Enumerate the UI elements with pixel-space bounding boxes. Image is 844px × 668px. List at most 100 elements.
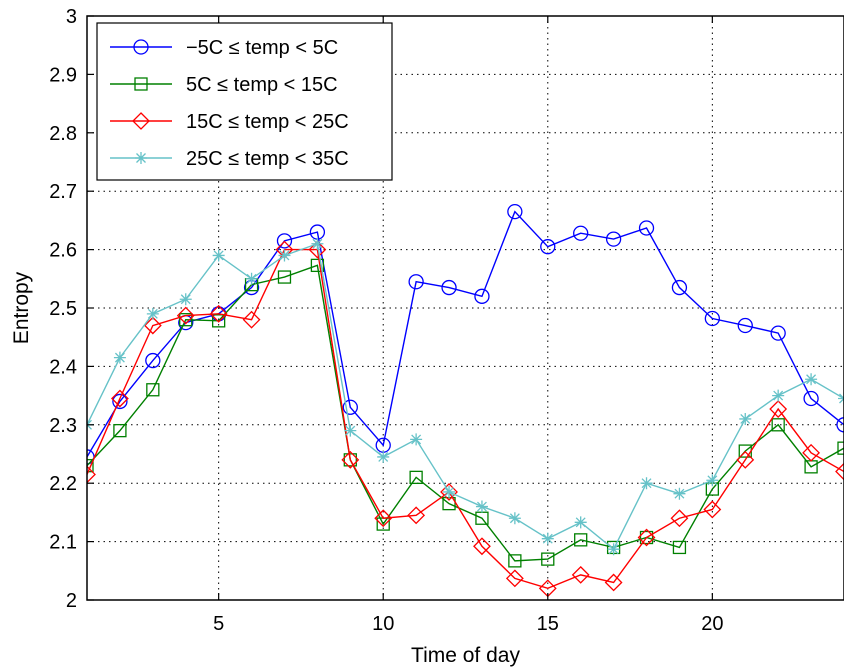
data-point [605,231,622,247]
data-point [837,441,844,455]
data-point [407,506,426,525]
y-tick-label: 2.9 [49,64,77,86]
x-tick-label: 15 [537,613,559,635]
data-point [113,351,126,364]
legend-label: −5C ≤ temp < 5C [186,37,338,59]
data-point [573,225,589,241]
data-point [772,389,785,402]
data-point [508,512,521,525]
axis-ticks: 5 10 15 20 2 2.1 2.2 2.3 2.4 2.5 2.6 2.7 2.8 2.9 3 [49,6,723,635]
grid [87,16,844,600]
x-axis-label: Time of day [411,644,520,667]
data-point [769,400,788,418]
data-point [308,240,327,259]
x-tick-label: 10 [372,613,394,635]
y-tick-label: 2.7 [49,181,77,203]
data-point [245,272,258,285]
data-point [176,306,195,325]
data-point [310,258,325,273]
data-point [145,352,161,369]
data-point [475,500,488,513]
data-point [505,569,524,588]
y-tick-label: 2.3 [49,415,77,437]
data-point [507,203,523,220]
data-point [112,393,128,410]
legend-item: 25C ≤ temp < 35C [110,148,349,170]
data-point [604,573,623,592]
data-point [638,220,655,236]
y-tick-label: 3 [66,6,77,28]
y-tick-label: 2.2 [49,473,77,495]
data-point [113,423,127,438]
data-point [341,450,360,469]
data-point [409,470,423,485]
data-point [541,552,555,566]
data-point [278,249,291,262]
legend-label: 15C ≤ temp < 25C [186,111,349,133]
data-point [640,477,653,490]
legend-box [96,22,393,181]
data-point [671,279,688,296]
series-1 [87,203,844,465]
data-point [704,310,720,327]
data-point [311,237,324,250]
y-axis-label: Entropy [10,271,33,344]
data-point [673,487,686,500]
series-line [87,210,844,458]
data-point [242,310,261,329]
series-3 [87,240,844,598]
series-4 [87,237,844,556]
data-point [838,392,844,405]
data-point [639,530,654,545]
data-point [672,540,687,555]
legend-marker [132,112,150,130]
legend-item: 15C ≤ temp < 25C [110,111,349,133]
y-tick-label: 2.4 [49,356,77,378]
data-point [803,390,819,407]
data-point [146,307,159,320]
data-point [474,288,490,304]
data-point [541,532,554,545]
data-point [574,533,588,547]
data-point [836,417,844,433]
data-point [209,304,228,323]
data-point [473,537,491,556]
data-point [344,424,357,437]
y-tick-label: 2 [66,590,77,612]
data-point [374,509,393,528]
data-point [508,554,522,568]
data-point [770,325,786,341]
data-point [574,516,587,529]
data-point [277,270,292,284]
series-line [87,264,844,562]
series-lines [87,203,844,598]
data-point [146,383,160,397]
data-point [342,399,358,415]
y-tick-label: 2.8 [49,123,77,145]
data-point [706,474,719,487]
legend-item: 5C ≤ temp < 15C [110,74,338,96]
data-point [739,412,752,425]
data-point [443,485,456,498]
data-point [212,314,226,328]
data-point [771,418,785,432]
data-point [87,465,96,484]
data-point [571,565,590,584]
data-point [276,233,293,249]
legend: −5C ≤ temp < 5C 5C ≤ temp < 15C 15C ≤ temp… [96,22,393,181]
data-point [802,443,821,462]
data-point [143,316,162,335]
series-line [87,248,844,590]
y-tick-label: 2.1 [49,532,77,554]
data-point [736,450,755,469]
data-point [540,239,556,255]
legend-marker [135,152,147,164]
data-point [179,293,192,306]
x-tick-label: 5 [213,613,224,635]
y-tick-label: 2.5 [49,298,77,320]
legend-item: −5C ≤ temp < 5C [110,37,338,59]
data-point [408,274,424,290]
data-point [212,249,225,262]
data-point [87,459,94,473]
